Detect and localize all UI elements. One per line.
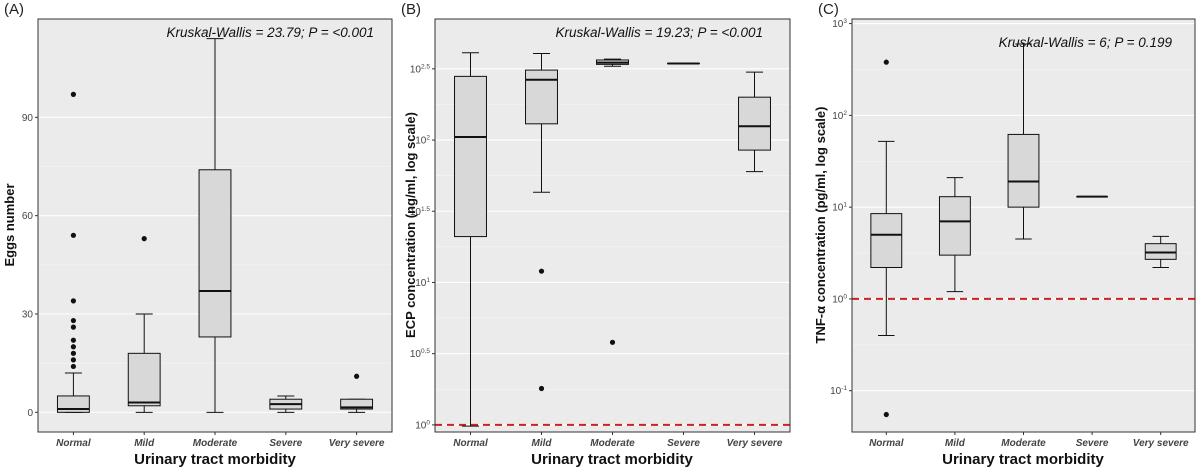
y-axis-label: TNF-α concentration (pg/ml, log scale) [813,107,828,344]
box-iqr [526,70,558,124]
box-iqr [1145,244,1176,260]
panel-label: (A) [4,1,24,18]
outlier-point [71,298,76,303]
panel-label: (C) [818,1,839,18]
y-tick-label: 103 [832,18,847,30]
box-iqr [128,353,160,405]
panel-3: 10-1 100 101 102 103 Normal Mild Moderate Severe… [813,1,1195,468]
outlier-point [71,364,76,369]
x-tick-label: Severe [269,438,302,449]
x-tick-label: Normal [869,438,904,449]
outlier-point [610,340,615,345]
y-tick-label: 101 [832,202,847,214]
box-iqr [871,214,902,268]
y-tick-label: 60 [22,211,34,222]
outlier-point [71,325,76,330]
outlier-point [354,374,359,379]
box-iqr [199,170,231,337]
kruskal-wallis-annotation: Kruskal-Wallis = 23.79; P = <0.001 [167,25,375,40]
y-tick-label: 10-1 [830,385,847,397]
x-tick-label: Very severe [727,438,783,449]
outlier-point [142,236,147,241]
outlier-point [71,92,76,97]
x-tick-label: Normal [56,438,91,449]
outlier-point [71,344,76,349]
y-tick-label: 0 [27,408,33,419]
y-tick-label: 90 [22,113,34,124]
y-tick-label: 30 [22,310,34,321]
box-iqr [1008,134,1039,207]
outlier-point [71,351,76,356]
x-tick-label: Normal [453,438,488,449]
y-tick-label: 102.5 [410,63,431,75]
x-tick-label: Very severe [1133,438,1189,449]
panel-label: (B) [401,1,421,18]
box-iqr [739,97,771,150]
x-tick-label: Moderate [1001,438,1046,449]
outlier-point [71,338,76,343]
x-axis-label: Urinary tract morbidity [134,451,296,468]
y-tick-label: 100 [832,293,847,305]
outlier-point [71,233,76,238]
outlier-point [884,412,889,417]
outlier-point [539,269,544,274]
x-tick-label: Severe [667,438,700,449]
x-tick-label: Moderate [193,438,238,449]
x-axis-label: Urinary tract morbidity [531,451,693,468]
x-tick-label: Moderate [590,438,635,449]
y-axis-label: ECP concentration (ng/ml, log scale) [403,112,418,338]
kruskal-wallis-annotation: Kruskal-Wallis = 6; P = 0.199 [999,35,1173,50]
x-tick-label: Very severe [329,438,385,449]
x-tick-label: Mild [945,438,966,449]
box-iqr [939,197,970,255]
y-tick-label: 100.5 [410,348,431,360]
outlier-point [71,357,76,362]
box-iqr [455,76,487,236]
y-tick-label: 102 [832,110,847,122]
x-axis-label: Urinary tract morbidity [942,451,1104,468]
y-tick-label: 100 [415,419,430,431]
x-tick-label: Mild [134,438,155,449]
outlier-point [884,60,889,65]
x-tick-label: Mild [532,438,553,449]
kruskal-wallis-annotation: Kruskal-Wallis = 19.23; P = <0.001 [556,25,764,40]
x-tick-label: Severe [1076,438,1109,449]
plot-background [435,19,790,432]
y-axis-label: Eggs number [2,183,17,266]
outlier-point [539,386,544,391]
panel-1: 0 30 60 90 Normal Mild Moderate Severe Very seve… [2,1,392,468]
outlier-point [71,318,76,323]
